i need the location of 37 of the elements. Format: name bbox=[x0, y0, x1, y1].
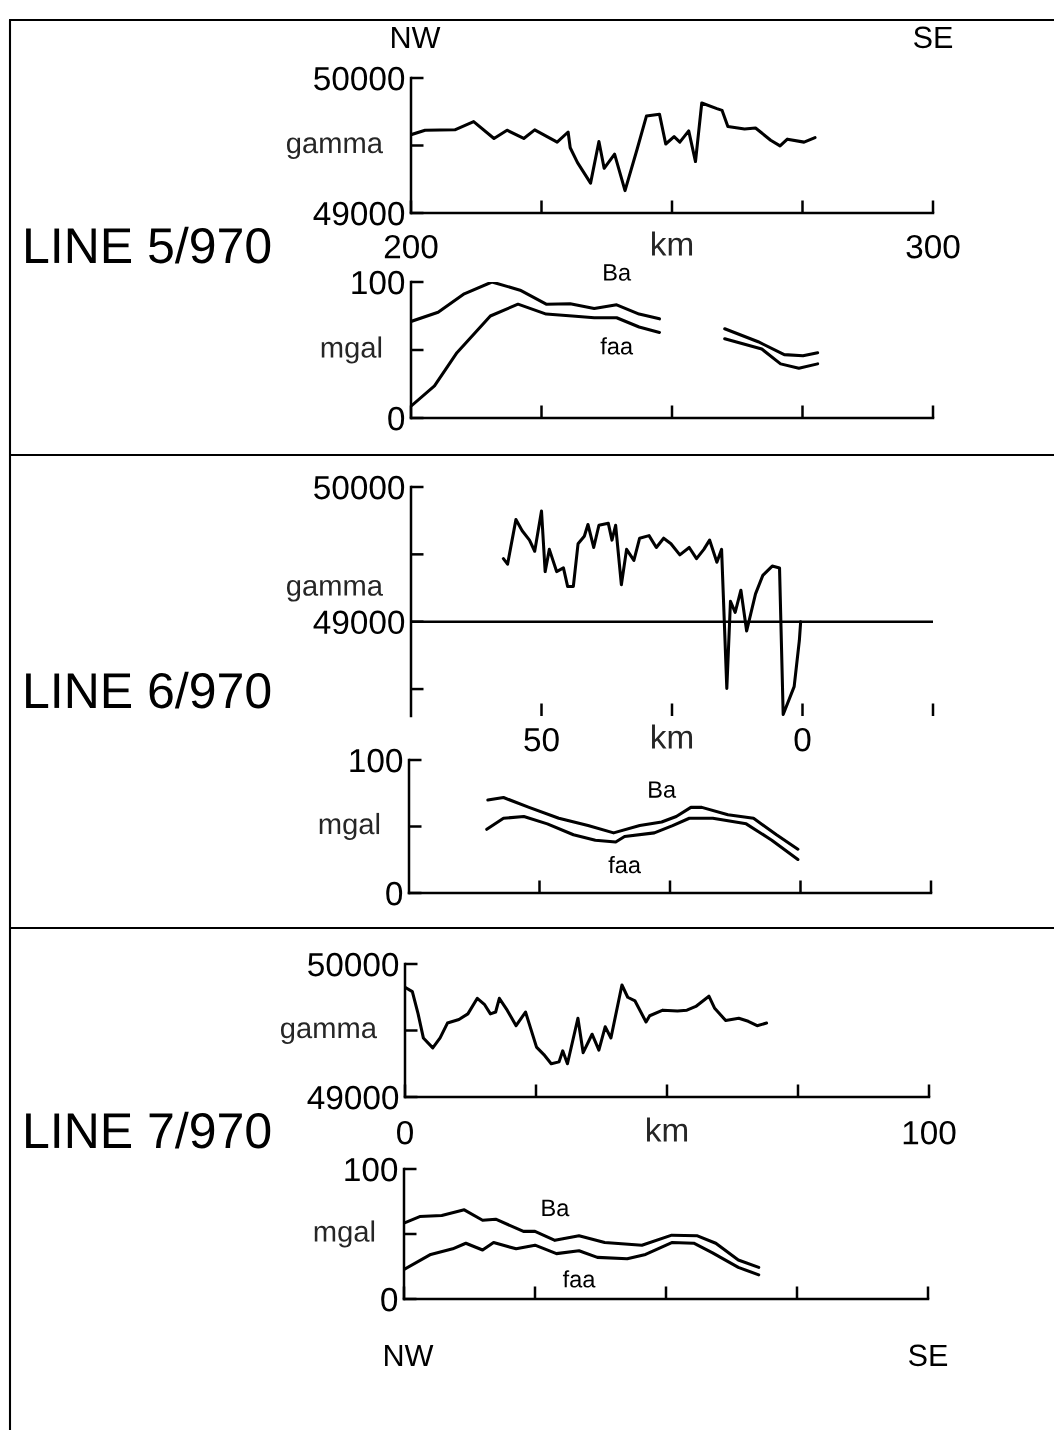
y-tick-label: 50000 bbox=[314, 475, 405, 500]
x-tick-label: 300 bbox=[906, 234, 960, 259]
series-label: Ba bbox=[542, 1199, 570, 1217]
series-label: Ba bbox=[649, 781, 677, 798]
y-axis-title: mgal bbox=[314, 1220, 375, 1248]
series-label: faa bbox=[608, 855, 641, 874]
y-tick-label: 50000 bbox=[314, 66, 405, 91]
series-label: Ba bbox=[604, 264, 632, 281]
x-axis-title: km bbox=[652, 231, 693, 256]
y-tick-label: 49000 bbox=[307, 1085, 399, 1110]
y-tick-label: 100 bbox=[352, 270, 405, 295]
text: NW bbox=[385, 1344, 434, 1366]
series-label: faa bbox=[562, 1270, 596, 1288]
y-tick-label: 100 bbox=[350, 748, 403, 773]
x-tick-label: 50 bbox=[524, 727, 559, 752]
text: SE bbox=[909, 1344, 948, 1367]
series-label: faa bbox=[600, 337, 634, 355]
y-tick-label: 0 bbox=[381, 1287, 398, 1312]
x-axis-title: km bbox=[652, 724, 693, 749]
y-axis-title: gamma bbox=[286, 137, 384, 160]
text: LINE 7/970 bbox=[26, 1111, 271, 1149]
text: SE bbox=[914, 26, 953, 49]
y-tick-label: 49000 bbox=[313, 610, 405, 635]
y-tick-label: 0 bbox=[386, 881, 403, 906]
y-axis-title: gamma bbox=[286, 579, 384, 602]
y-tick-label: 0 bbox=[388, 406, 405, 431]
y-axis-title: mgal bbox=[319, 812, 380, 841]
y-axis-title: gamma bbox=[280, 1022, 378, 1045]
x-axis-title: km bbox=[647, 1117, 688, 1142]
text: LINE 5/970 bbox=[26, 226, 271, 264]
y-tick-label: 100 bbox=[345, 1157, 398, 1182]
x-tick-label: 200 bbox=[384, 234, 438, 259]
y-tick-label: 49000 bbox=[313, 201, 405, 226]
text: LINE 6/970 bbox=[26, 671, 271, 709]
y-axis-title: mgal bbox=[321, 336, 382, 364]
y-tick-label: 50000 bbox=[308, 952, 399, 977]
text: NW bbox=[392, 26, 441, 48]
